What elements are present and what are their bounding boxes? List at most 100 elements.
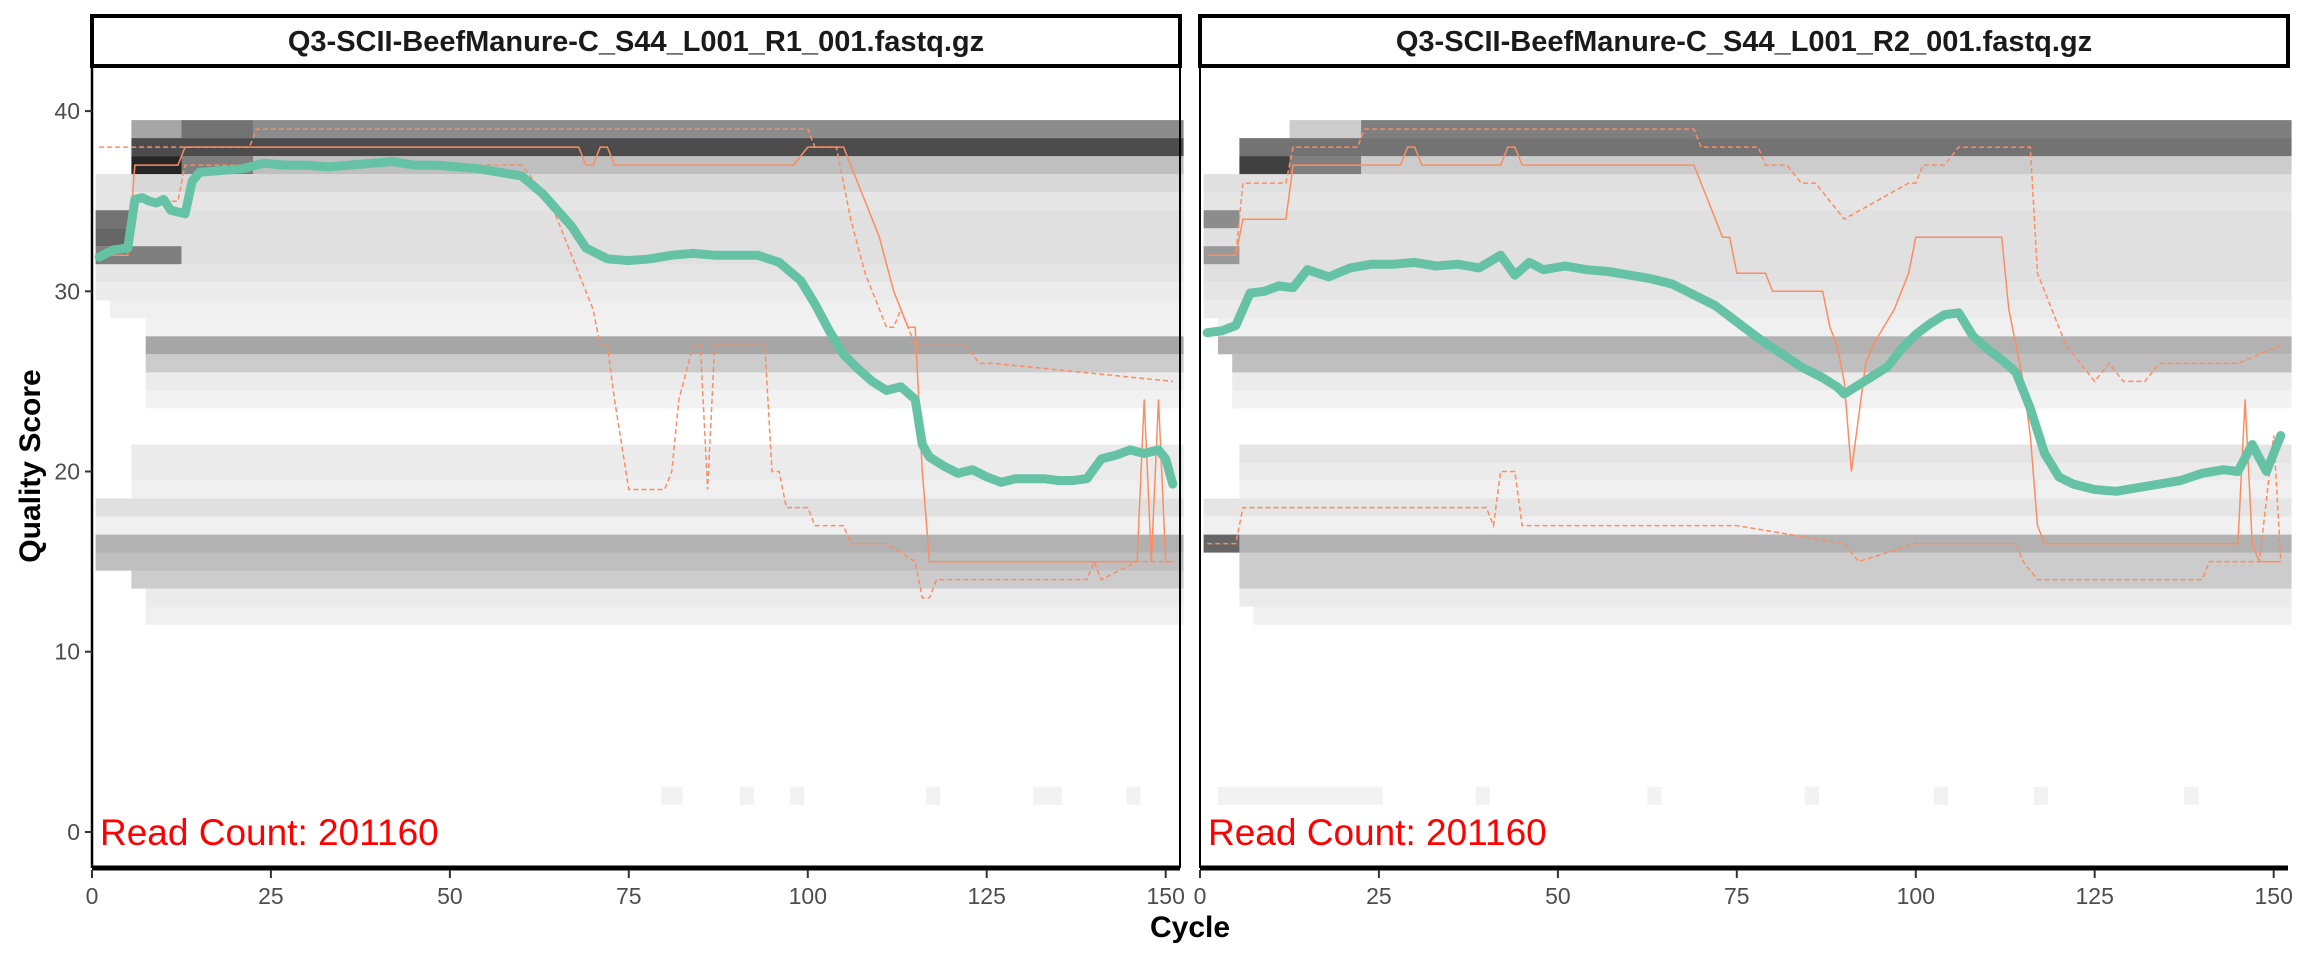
- heat-cell: [1361, 156, 2292, 175]
- quantile-25-line: [99, 164, 1173, 599]
- heat-cell: [95, 516, 1184, 535]
- heat-cell: [1203, 534, 1240, 553]
- heat-cell: [1933, 786, 1948, 805]
- heat-cell: [131, 444, 1184, 463]
- heat-cell: [1239, 444, 2292, 463]
- heat-cell: [95, 228, 132, 247]
- heat-cell: [95, 174, 132, 193]
- y-axis-label: Quality Score: [14, 369, 47, 562]
- heatmap-r2: [1203, 120, 2292, 805]
- mean-quality-line: [94, 157, 1178, 489]
- read-count-r2: Read Count: 201160: [1208, 812, 1547, 853]
- heat-cell: [1239, 480, 2292, 499]
- heat-cell: [1203, 192, 2292, 211]
- x-tick-label: 150: [2255, 883, 2293, 909]
- heat-cell: [253, 120, 1184, 139]
- strip-title-r2: Q3-SCII-BeefManure-C_S44_L001_R2_001.fas…: [1396, 26, 2092, 58]
- quality-lines-r2: [1202, 128, 2286, 581]
- x-tick-label: 0: [1194, 883, 1207, 909]
- heat-cell: [145, 588, 1184, 607]
- y-tick-label: 30: [54, 278, 80, 304]
- heat-cell: [131, 570, 1184, 589]
- x-tick-label: 150: [1147, 883, 1185, 909]
- x-tick-label: 100: [1897, 883, 1935, 909]
- heat-cell: [95, 534, 1184, 553]
- y-tick-label: 40: [54, 98, 80, 124]
- heat-cell: [131, 210, 1184, 229]
- heat-cell: [145, 372, 1184, 391]
- heat-cell: [1239, 588, 2292, 607]
- heat-cell: [1203, 498, 2292, 517]
- heat-cell: [95, 210, 132, 229]
- heat-cell: [1239, 462, 2292, 481]
- heat-cell: [145, 390, 1184, 409]
- heat-cell: [145, 606, 1184, 625]
- y-tick-label: 20: [54, 459, 80, 485]
- heat-cell: [1647, 786, 1662, 805]
- x-tick-label: 0: [86, 883, 99, 909]
- heat-cell: [1203, 228, 2292, 247]
- heat-cell: [95, 552, 1184, 571]
- x-tick-label: 75: [1724, 883, 1750, 909]
- heat-cell: [1232, 372, 2292, 391]
- heat-cell: [1203, 174, 2292, 193]
- x-tick-label: 75: [616, 883, 642, 909]
- heat-cell: [1253, 606, 2292, 625]
- heat-cell: [131, 120, 182, 139]
- heat-cell: [925, 786, 941, 805]
- x-tick-label: 25: [258, 883, 284, 909]
- heat-cell: [1232, 390, 2292, 409]
- heat-cell: [1239, 156, 1290, 175]
- heat-cell: [2033, 786, 2049, 805]
- strip-title-r1: Q3-SCII-BeefManure-C_S44_L001_R1_001.fas…: [288, 26, 984, 58]
- heat-cell: [789, 786, 805, 805]
- heat-cell: [1239, 534, 2292, 553]
- heat-cell: [1475, 786, 1490, 805]
- y-tick-label: 10: [54, 639, 80, 665]
- heat-cell: [181, 120, 254, 139]
- heat-cell: [95, 264, 1184, 283]
- y-tick-label: 0: [67, 819, 80, 845]
- heat-cell: [1239, 570, 2292, 589]
- heat-cell: [95, 192, 1184, 211]
- median-line: [99, 146, 1173, 563]
- heat-cell: [1239, 552, 2292, 571]
- x-tick-label: 100: [789, 883, 827, 909]
- heat-cell: [2184, 786, 2199, 805]
- y-ticks-r1: 0 10 20 30 40: [54, 98, 92, 845]
- quality-lines-r1: [94, 128, 1178, 599]
- heatmap-r1: [95, 120, 1184, 805]
- heat-cell: [1804, 786, 1820, 805]
- x-tick-label: 50: [437, 883, 463, 909]
- read-count-r1: Read Count: 201160: [100, 812, 439, 853]
- heat-cell: [1203, 516, 2292, 535]
- x-ticks-r1: 0 25 50 75 100 125 150: [86, 870, 1185, 909]
- quantile-25-line: [1207, 435, 2282, 581]
- heat-cell: [1239, 138, 2292, 157]
- heat-cell: [1217, 786, 1383, 805]
- strip-r2: [1198, 14, 2290, 68]
- heat-cell: [1033, 786, 1062, 805]
- strip-r1: [90, 14, 1182, 68]
- panel-r2: Q3-SCII-BeefManure-C_S44_L001_R2_001.fas…: [1194, 14, 2293, 909]
- heat-cell: [145, 318, 1184, 337]
- mean-quality-line: [1202, 250, 2286, 496]
- x-tick-label: 25: [1366, 883, 1392, 909]
- heat-cell: [1203, 210, 1240, 229]
- heat-cell: [1289, 120, 1362, 139]
- heat-cell: [145, 336, 1184, 355]
- heat-cell: [131, 228, 1184, 247]
- heat-cell: [131, 138, 1184, 157]
- heat-cell: [95, 282, 1184, 301]
- heat-cell: [1203, 300, 2292, 319]
- panel-r1: Q3-SCII-BeefManure-C_S44_L001_R1_001.fas…: [54, 14, 1185, 909]
- quantile-75-line: [1207, 128, 2282, 383]
- x-ticks-r2: 0 25 50 75 100 125 150: [1194, 870, 2293, 909]
- x-tick-label: 125: [968, 883, 1006, 909]
- x-tick-label: 50: [1545, 883, 1571, 909]
- heat-cell: [1217, 318, 2292, 337]
- heat-cell: [739, 786, 755, 805]
- heat-cell: [1126, 786, 1141, 805]
- heat-cell: [109, 300, 1184, 319]
